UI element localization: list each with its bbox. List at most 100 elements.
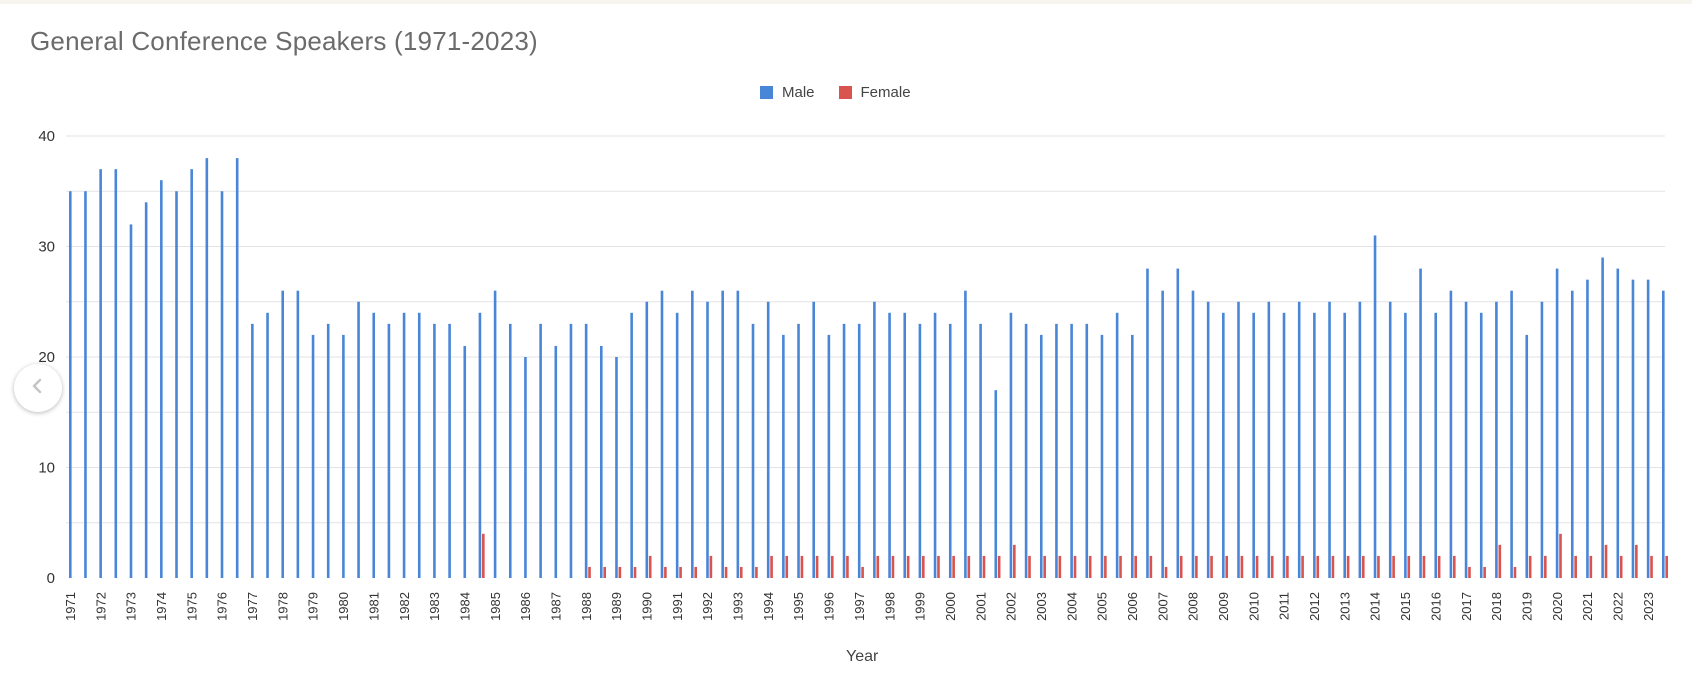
- bar-female: [664, 566, 667, 578]
- x-tick-label: 1980: [336, 592, 351, 621]
- x-tick-label: 2001: [973, 592, 988, 621]
- y-axis-ticks: 0 10 20 30 40: [38, 128, 55, 587]
- bar-male: [584, 323, 588, 578]
- x-tick-label: 2019: [1519, 592, 1534, 621]
- bar-female: [861, 566, 864, 578]
- bar-male: [994, 390, 998, 578]
- x-tick-label: 1973: [124, 592, 139, 621]
- bar-female: [1422, 555, 1426, 578]
- bar-female: [1195, 555, 1198, 578]
- x-axis-title: Year: [846, 648, 879, 665]
- x-tick-label: 2006: [1125, 592, 1140, 621]
- bar-male: [812, 301, 815, 578]
- y-tick-label: 10: [38, 460, 55, 477]
- bar-male: [1222, 312, 1225, 578]
- x-axis-ticks: 1971 1972 1973 1974 1975 1976 1977 1978 1979 1980…: [63, 592, 1656, 621]
- x-tick-label: 2014: [1368, 592, 1383, 621]
- bar-female: [830, 555, 834, 578]
- bar-male: [1146, 268, 1149, 578]
- bar-male: [1373, 235, 1377, 578]
- x-tick-label: 2000: [943, 592, 958, 621]
- bar-female: [876, 555, 880, 578]
- bar-male: [1267, 301, 1271, 578]
- x-tick-label: 1986: [518, 592, 533, 621]
- bar-female: [1164, 566, 1168, 578]
- bar-male: [129, 224, 133, 578]
- bar-female: [633, 566, 637, 578]
- x-tick-label: 1971: [63, 592, 78, 621]
- x-tick-label: 1987: [548, 592, 563, 621]
- bar-male: [1495, 301, 1498, 578]
- bar-male: [1085, 323, 1089, 578]
- bar-male: [251, 323, 254, 578]
- bar-female: [739, 566, 743, 578]
- x-tick-label: 1999: [913, 592, 928, 621]
- bar-male: [69, 191, 72, 578]
- bar-male: [1479, 312, 1483, 578]
- bar-male: [1570, 290, 1574, 578]
- bar-male: [736, 290, 740, 578]
- bar-female: [618, 566, 622, 578]
- bar-female: [1468, 566, 1471, 578]
- bar-female: [1240, 555, 1244, 578]
- bar-male: [235, 158, 239, 578]
- bar-male: [857, 323, 861, 578]
- bar-male: [1313, 312, 1316, 578]
- bar-male: [448, 323, 451, 578]
- x-tick-label: 1981: [366, 592, 381, 621]
- bar-male: [554, 345, 558, 578]
- bar-female: [1043, 555, 1046, 578]
- bar-female: [709, 555, 713, 578]
- top-border: [0, 0, 1692, 4]
- x-tick-label: 2005: [1095, 592, 1110, 621]
- bar-male: [842, 323, 846, 578]
- bar-male: [903, 312, 907, 578]
- x-tick-label: 2010: [1246, 592, 1261, 621]
- bar-male: [873, 301, 876, 578]
- bar-female: [482, 533, 485, 578]
- bar-female: [997, 555, 1001, 578]
- bar-male: [1555, 268, 1559, 578]
- x-tick-label: 1997: [852, 592, 867, 621]
- bar-female: [800, 555, 804, 578]
- bar-male: [766, 301, 770, 578]
- x-tick-label: 1983: [427, 592, 442, 621]
- bar-male: [160, 180, 163, 578]
- bar-female: [922, 555, 925, 578]
- bar-male: [1206, 301, 1210, 578]
- chevron-left-icon: [29, 377, 47, 400]
- bar-male: [1388, 301, 1392, 578]
- bar-female: [1286, 555, 1289, 578]
- bar-female: [1255, 555, 1259, 578]
- bar-female: [679, 566, 682, 578]
- bar-male: [1297, 301, 1301, 578]
- bar-male: [1176, 268, 1180, 578]
- bar-female: [891, 555, 895, 578]
- bar-male: [1252, 312, 1255, 578]
- bar-male: [478, 312, 482, 578]
- y-tick-label: 0: [47, 570, 55, 587]
- bar-male: [1131, 334, 1134, 578]
- bar-female: [1058, 555, 1062, 578]
- bar-male: [1510, 290, 1513, 578]
- previous-button[interactable]: [14, 364, 62, 412]
- bar-male: [751, 323, 755, 578]
- bar-male: [1434, 312, 1438, 578]
- bar-female: [1134, 555, 1137, 578]
- x-tick-label: 1985: [488, 592, 503, 621]
- x-tick-label: 1998: [882, 592, 897, 621]
- bar-male: [1282, 312, 1286, 578]
- bar-male: [1009, 312, 1013, 578]
- bar-male: [508, 323, 512, 578]
- bar-female: [1149, 555, 1153, 578]
- bar-male: [1024, 323, 1028, 578]
- bar-male: [84, 191, 87, 578]
- x-tick-label: 2018: [1489, 592, 1504, 621]
- bar-male: [296, 290, 300, 578]
- bar-female: [1544, 555, 1547, 578]
- x-tick-label: 2011: [1277, 592, 1292, 620]
- legend-item-male: Male: [760, 84, 815, 101]
- bar-female: [1665, 555, 1668, 578]
- bar-female: [1028, 555, 1031, 578]
